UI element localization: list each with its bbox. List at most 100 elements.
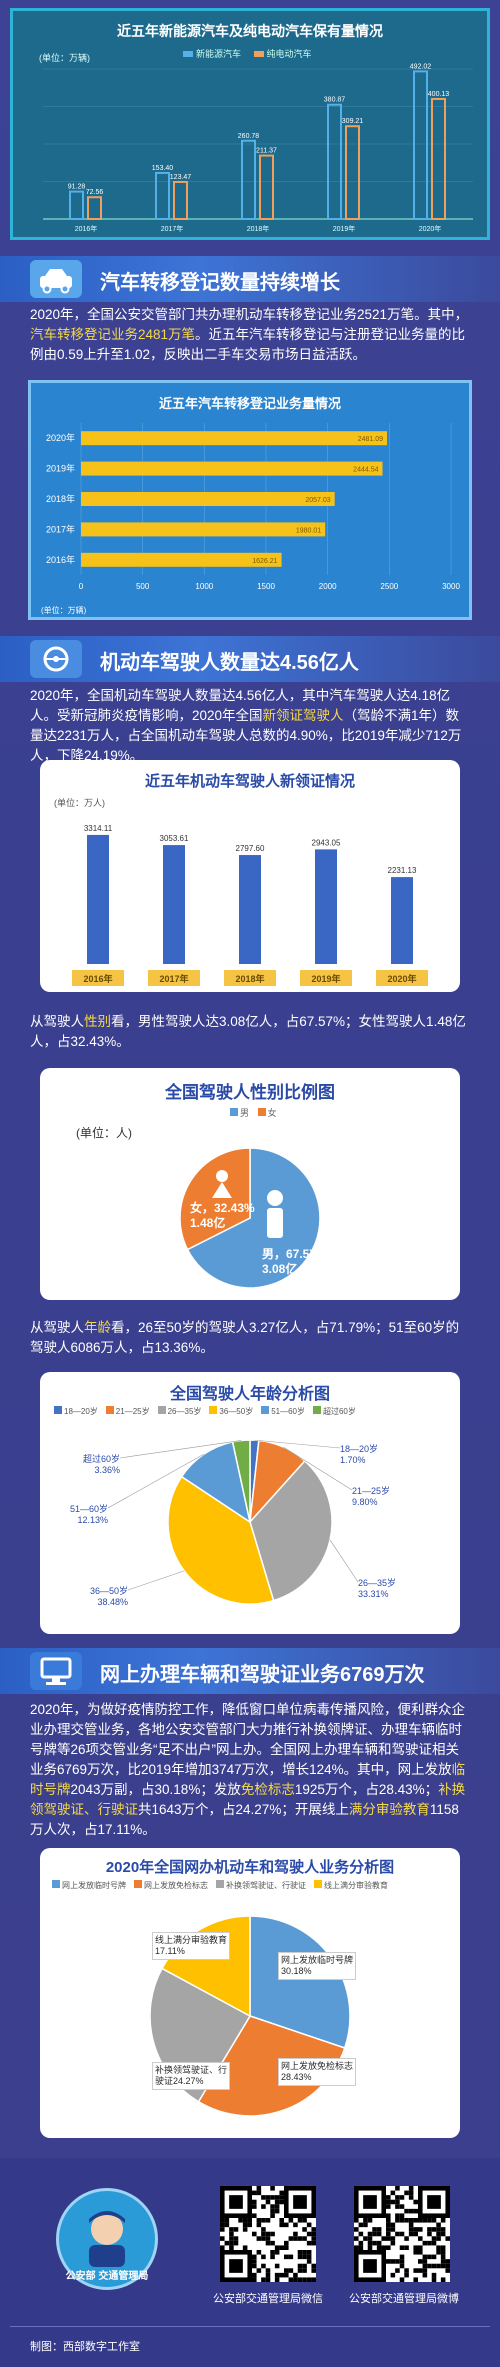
chart3-bar [239, 855, 261, 964]
qr-module [386, 2195, 391, 2200]
qr-module [390, 2222, 396, 2228]
age-leader-line [119, 1440, 242, 1459]
qr-module [399, 2259, 405, 2264]
qr-module [297, 2268, 303, 2273]
age-slice-pct: 3.36% [94, 1465, 120, 1475]
chart2-category-label: 2018年 [46, 493, 75, 504]
qr-module [265, 2231, 271, 2237]
qr-module [395, 2195, 400, 2200]
online-legend-item: 网上发放免检标志 [134, 1880, 208, 1890]
qr-module [445, 2236, 450, 2241]
chart2-category-label: 2020年 [46, 432, 75, 443]
qr-module [390, 2272, 396, 2278]
qr-module [354, 2245, 359, 2250]
qr-module [399, 2218, 405, 2223]
chart1-data-label: 211.37 [256, 148, 277, 155]
qr-module [311, 2268, 316, 2273]
age-slice-label: 26—35岁 [358, 1577, 396, 1588]
qr-module [220, 2222, 225, 2228]
qr-module [233, 2240, 239, 2246]
qr-module [247, 2218, 252, 2223]
chart3-bar [163, 845, 185, 964]
qr-module [431, 2272, 437, 2278]
chart1-bar [69, 190, 84, 220]
chart3-tick-box [300, 970, 352, 986]
age-chart-title: 全国驾驶人年龄分析图 [169, 1386, 330, 1403]
chart3-tick-label: 2017年 [159, 973, 188, 984]
qr-module [302, 2250, 307, 2255]
qr-module [408, 2208, 414, 2214]
qr-module [358, 2231, 364, 2237]
chart1-bar [345, 125, 360, 220]
qr-module [422, 2272, 428, 2278]
qr-module [229, 2236, 234, 2241]
chart2-tick-label: 1500 [257, 582, 275, 591]
qr-module [418, 2259, 423, 2264]
qr-module [386, 2245, 391, 2250]
qr-module [274, 2277, 280, 2282]
age-legend: 18—20岁 21—25岁 26—35岁 36—50岁 51—60岁 超过60岁 [54, 1406, 454, 1417]
qr-module [358, 2240, 364, 2246]
highlight-transfer-count: 汽车转移登记业务2481万笔 [30, 327, 196, 342]
qr-module [252, 2272, 257, 2278]
qr-module [265, 2272, 271, 2278]
qr-module [395, 2259, 400, 2264]
qr-module [436, 2245, 441, 2250]
qr-module [436, 2263, 441, 2269]
age-slice-pct: 38.48% [97, 1597, 128, 1607]
qr-module [427, 2254, 432, 2260]
female-sub: 1.48亿 [190, 1215, 225, 1230]
qr-module [395, 2268, 400, 2273]
qr-module [427, 2240, 432, 2246]
chart2-bar [81, 431, 388, 446]
chart1-data-label: 153.40 [152, 165, 174, 172]
age-slice-label: 51—60岁 [70, 1503, 108, 1514]
qr-module [395, 2231, 400, 2237]
police-logo-text: 公安部 交通管理局 [65, 2271, 149, 2282]
qr-module [445, 2268, 450, 2273]
qr-module [413, 2227, 418, 2232]
qr-module [270, 2240, 275, 2246]
qr-module [418, 2245, 423, 2250]
qr-module [399, 2195, 405, 2200]
qr-module [431, 2263, 437, 2269]
chart3-tick-label: 2020年 [387, 973, 416, 984]
qr-module [238, 2218, 243, 2223]
qr-module [431, 2254, 437, 2260]
chart1-bar [259, 154, 274, 220]
qr-module [404, 2272, 409, 2278]
qr-module [354, 2218, 359, 2223]
footer-line [10, 2326, 490, 2327]
qr-module [265, 2195, 271, 2200]
qr-module [270, 2231, 275, 2237]
qr-module [422, 2259, 428, 2264]
section-online-title: 网上办理车辆和驾驶证业务6769万次 [100, 1664, 425, 1686]
qr-module [354, 2227, 359, 2232]
chart3-tick-box [376, 970, 428, 986]
qr-module [261, 2227, 266, 2232]
qr-module [261, 2204, 266, 2209]
qr-module [302, 2277, 307, 2282]
qr-module [306, 2277, 312, 2282]
qr-module [436, 2231, 441, 2237]
qr-module [399, 2204, 405, 2209]
section-drivers-title: 机动车驾驶人数量达4.56亿人 [100, 652, 359, 674]
chart3-tick-label: 2018年 [235, 973, 264, 984]
legend-series-2: 纯电动汽车 [266, 49, 312, 59]
qr-module [440, 2277, 446, 2282]
qr-module [408, 2222, 414, 2228]
weibo-qr-code[interactable] [354, 2186, 450, 2282]
gender-plot: 男，67.57%3.08亿 女，32.43%1.48亿 [179, 1147, 327, 1289]
qr-module [270, 2254, 275, 2260]
qr-module [306, 2231, 312, 2237]
chart3-data-label: 2231.13 [388, 866, 417, 875]
qr-module [413, 2277, 418, 2282]
qr-module [261, 2263, 266, 2269]
qr-module [386, 2236, 391, 2241]
qr-module [284, 2272, 289, 2278]
age-slice-label: 18—20岁 [340, 1443, 378, 1454]
wechat-qr-code[interactable] [220, 2186, 316, 2282]
qr-module [242, 2227, 248, 2232]
